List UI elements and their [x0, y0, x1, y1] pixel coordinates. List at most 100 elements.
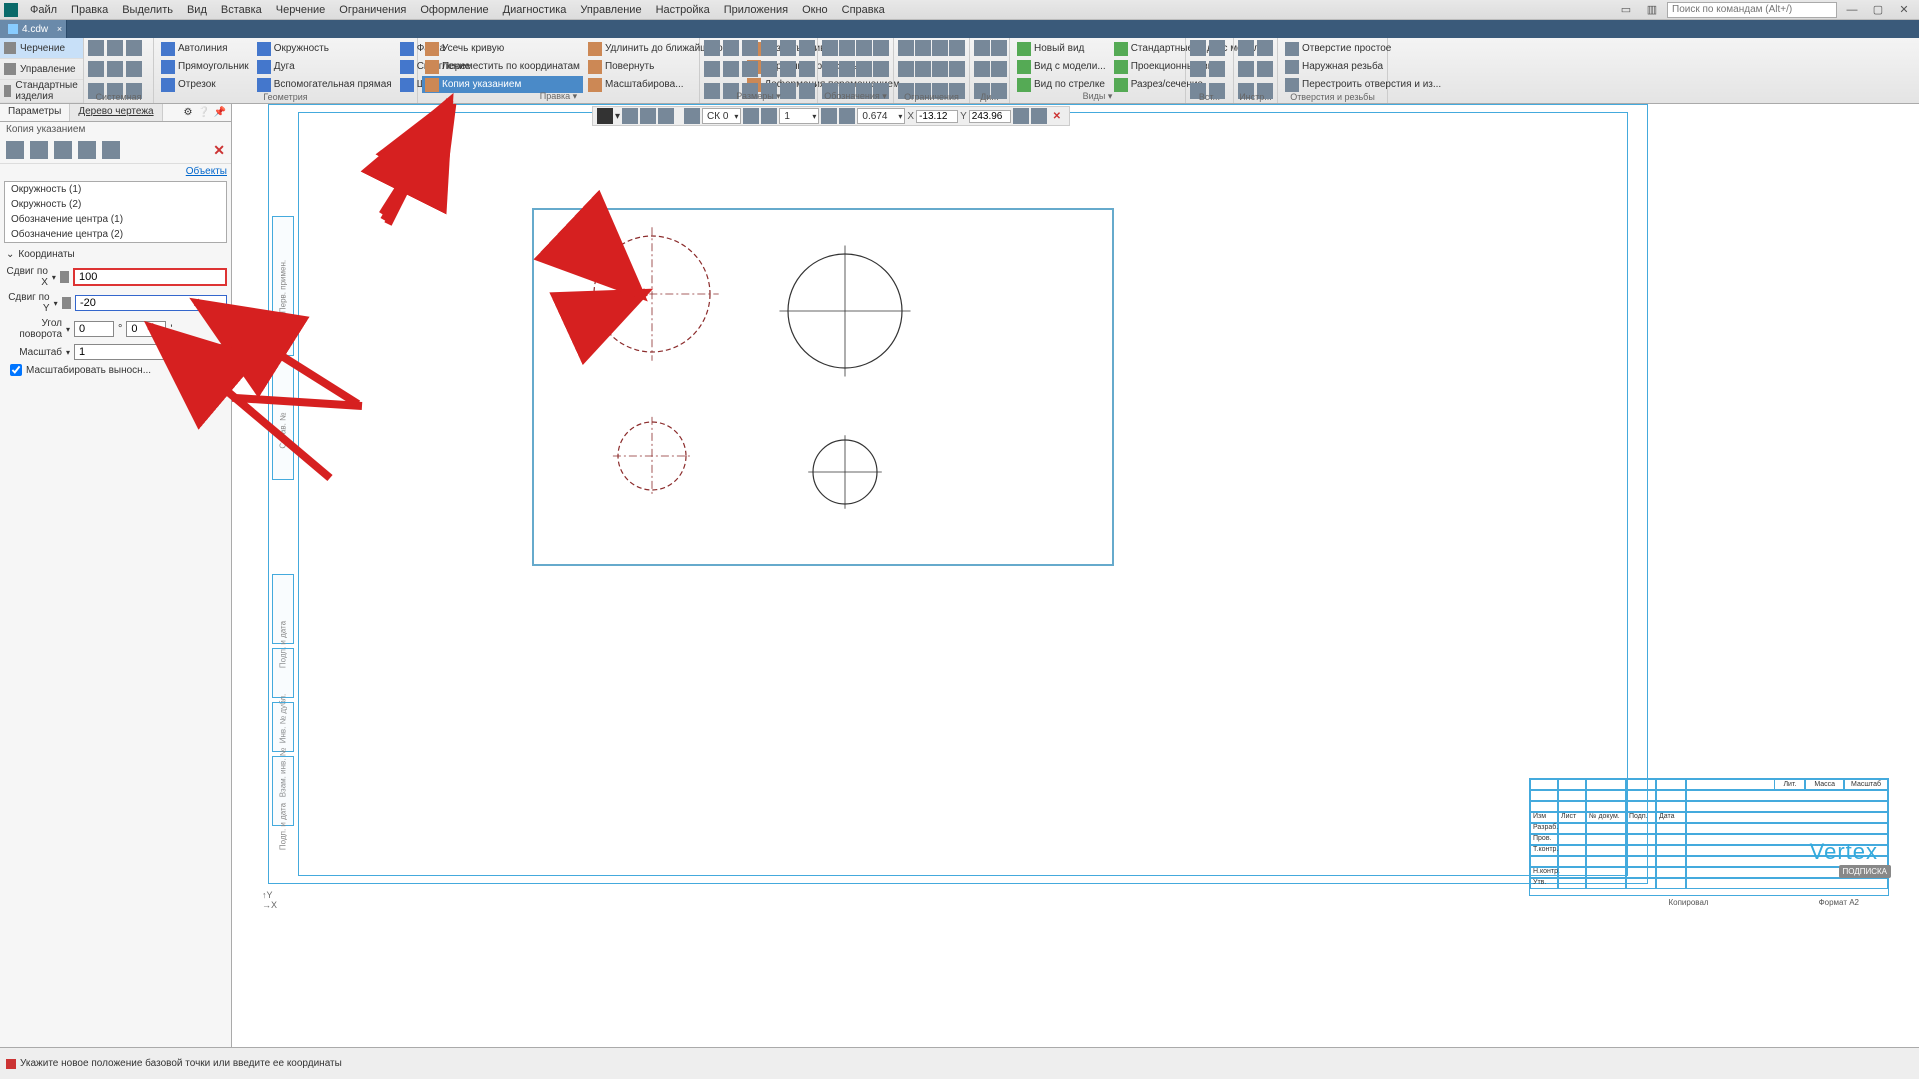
coord-x-input[interactable]: [916, 110, 958, 123]
close-button[interactable]: ✕: [1893, 2, 1915, 18]
list-item[interactable]: Окружность (2): [5, 197, 226, 212]
canvas-area[interactable]: ▾ СК 0 1 0.674 X Y ✕ Перв. примен. Спр: [232, 104, 1919, 1060]
btn-move-coords[interactable]: Переместить по координатам: [422, 58, 583, 75]
ct-icon[interactable]: [658, 108, 674, 124]
layout-icon-1[interactable]: ▭: [1615, 2, 1637, 18]
ct-icon[interactable]: [622, 108, 638, 124]
pin-icon[interactable]: 📌: [213, 106, 227, 120]
ins-icon[interactable]: [1190, 61, 1206, 77]
menu-view[interactable]: Вид: [181, 2, 213, 18]
btn-circle[interactable]: Окружность: [254, 40, 395, 57]
list-item[interactable]: Обозначение центра (1): [5, 212, 226, 227]
help-icon[interactable]: ❔: [197, 106, 211, 120]
dropdown-icon[interactable]: ▾: [54, 299, 58, 308]
annot-icon[interactable]: [822, 61, 838, 77]
annot-icon[interactable]: [856, 40, 872, 56]
ins-icon[interactable]: [1209, 61, 1225, 77]
ct-icon[interactable]: [640, 108, 656, 124]
btn-new-view[interactable]: Новый вид: [1014, 40, 1109, 57]
coord-y-input[interactable]: [969, 110, 1011, 123]
tool-icon[interactable]: [1238, 40, 1254, 56]
mode-drawing[interactable]: Черчение: [0, 38, 83, 59]
constr-icon[interactable]: [898, 61, 914, 77]
menu-manage[interactable]: Управление: [574, 2, 647, 18]
ct-close-icon[interactable]: ✕: [1049, 111, 1065, 122]
menu-diagnostics[interactable]: Диагностика: [497, 2, 573, 18]
sys-icon[interactable]: [88, 40, 104, 56]
btn-thread[interactable]: Наружная резьба: [1282, 58, 1444, 75]
gear-icon[interactable]: ⚙: [181, 106, 195, 120]
ins-icon[interactable]: [1209, 40, 1225, 56]
ct-icon[interactable]: [743, 108, 759, 124]
panel-tool-icon[interactable]: [54, 141, 72, 159]
sys-icon[interactable]: [107, 61, 123, 77]
panel-tool-icon[interactable]: [78, 141, 96, 159]
tool-icon[interactable]: [1238, 61, 1254, 77]
maximize-button[interactable]: ▢: [1867, 2, 1889, 18]
panel-tool-icon[interactable]: [6, 141, 24, 159]
menu-apps[interactable]: Приложения: [718, 2, 794, 18]
annot-icon[interactable]: [873, 40, 889, 56]
ct-caret[interactable]: ▾: [615, 111, 620, 122]
lock-icon[interactable]: [62, 297, 71, 309]
ct-icon[interactable]: [761, 108, 777, 124]
objects-link[interactable]: Объекты: [0, 164, 231, 179]
diag-icon[interactable]: [991, 40, 1007, 56]
dim-icon[interactable]: [742, 40, 758, 56]
sys-icon[interactable]: [126, 40, 142, 56]
menu-select[interactable]: Выделить: [116, 2, 179, 18]
dropdown-icon[interactable]: ▾: [223, 325, 227, 334]
minimize-button[interactable]: —: [1841, 2, 1863, 18]
zoom-out-icon[interactable]: [821, 108, 837, 124]
btn-auxline[interactable]: Вспомогательная прямая: [254, 76, 395, 93]
sys-icon[interactable]: [107, 40, 123, 56]
menu-file[interactable]: Файл: [24, 2, 63, 18]
layout-icon-2[interactable]: ▥: [1641, 2, 1663, 18]
sys-icon[interactable]: [126, 61, 142, 77]
menu-help[interactable]: Справка: [836, 2, 891, 18]
dropdown-icon[interactable]: ▾: [52, 273, 56, 282]
dropdown-icon[interactable]: ▾: [66, 348, 70, 357]
constr-icon[interactable]: [949, 40, 965, 56]
dim-icon[interactable]: [761, 40, 777, 56]
btn-hole-simple[interactable]: Отверстие простое: [1282, 40, 1444, 57]
layer-select[interactable]: СК 0: [702, 108, 741, 124]
diag-icon[interactable]: [991, 61, 1007, 77]
menu-settings[interactable]: Настройка: [650, 2, 716, 18]
annot-icon[interactable]: [839, 61, 855, 77]
menu-constraints[interactable]: Ограничения: [333, 2, 412, 18]
constr-icon[interactable]: [915, 61, 931, 77]
dim-icon[interactable]: [761, 61, 777, 77]
mode-manage[interactable]: Управление: [0, 59, 83, 80]
tool-icon[interactable]: [1257, 40, 1273, 56]
mode-stdparts[interactable]: Стандартные изделия: [0, 80, 83, 103]
document-tab[interactable]: 4.cdw ×: [0, 20, 67, 38]
annot-icon[interactable]: [873, 61, 889, 77]
panel-tool-icon[interactable]: [102, 141, 120, 159]
coords-header[interactable]: ⌄Координаты: [0, 245, 231, 264]
command-search-input[interactable]: [1667, 2, 1837, 18]
constr-icon[interactable]: [915, 40, 931, 56]
panel-close-icon[interactable]: ✕: [213, 142, 225, 159]
checkbox[interactable]: [10, 364, 22, 376]
btn-model-view[interactable]: Вид с модели...: [1014, 58, 1109, 75]
diag-icon[interactable]: [974, 40, 990, 56]
drawing-canvas[interactable]: Перв. примен. Справ. № Подп. и дата Инв.…: [232, 104, 1919, 1060]
lock-icon[interactable]: [60, 271, 69, 283]
angle-min-input[interactable]: [126, 321, 166, 337]
dropdown-icon[interactable]: ▾: [66, 325, 70, 334]
dim-icon[interactable]: [799, 61, 815, 77]
ct-icon[interactable]: [597, 108, 613, 124]
tool-icon[interactable]: [1257, 61, 1273, 77]
ct-icon[interactable]: [1013, 108, 1029, 124]
panel-tool-icon[interactable]: [30, 141, 48, 159]
dim-icon[interactable]: [723, 40, 739, 56]
shift-x-input[interactable]: [73, 268, 227, 286]
btn-rebuild[interactable]: Перестроить отверстия и из...: [1282, 76, 1444, 93]
scale-input[interactable]: [74, 344, 227, 360]
btn-rect[interactable]: Прямоугольник: [158, 58, 252, 75]
shift-y-input[interactable]: [75, 295, 227, 311]
dim-icon[interactable]: [704, 61, 720, 77]
scale-arrows-check[interactable]: Масштабировать выносн...: [0, 362, 231, 378]
constr-icon[interactable]: [898, 40, 914, 56]
